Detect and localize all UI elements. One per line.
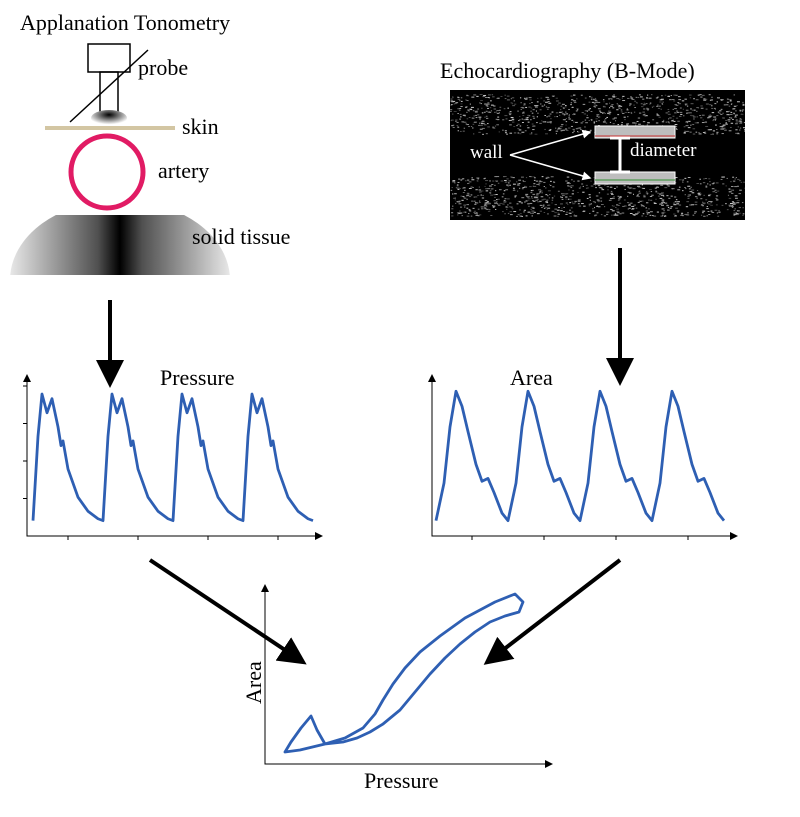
title-echo: Echocardiography (B-Mode) (440, 58, 695, 84)
pressure-waveform-chart (15, 370, 325, 550)
probe-stem (100, 72, 118, 114)
label-artery: artery (158, 158, 209, 184)
probe-body (88, 44, 130, 72)
artery-circle (71, 136, 143, 208)
area-waveform-chart (420, 370, 740, 550)
probe-tip (91, 110, 127, 126)
label-probe: probe (138, 55, 188, 81)
label-solid-tissue: solid tissue (192, 224, 290, 250)
solid-tissue (10, 200, 230, 300)
label-loop-y-axis: Area (241, 661, 267, 704)
label-skin: skin (182, 114, 219, 140)
label-loop-x-axis: Pressure (364, 768, 439, 794)
skin-layer (45, 126, 175, 130)
label-wall: wall (470, 142, 503, 164)
pressure-area-loop-chart (245, 580, 555, 780)
label-diameter: diameter (630, 140, 696, 162)
tonometry-schematic (0, 0, 300, 300)
